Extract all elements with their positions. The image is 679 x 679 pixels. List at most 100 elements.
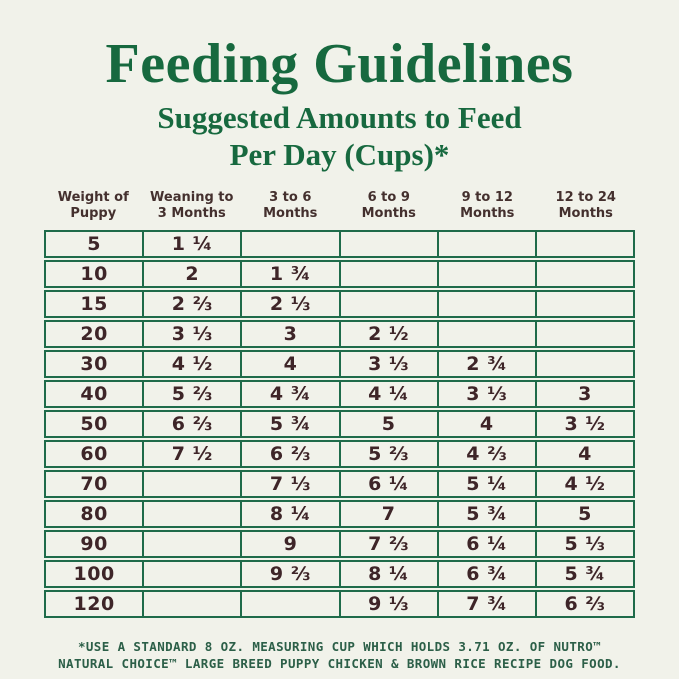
amount-value: 5 ¾ xyxy=(240,412,338,437)
footnote-line-1: *USE A STANDARD 8 OZ. MEASURING CUP WHIC… xyxy=(77,639,602,655)
amount-value: 2 xyxy=(142,262,240,287)
amount-value: 7 ⅓ xyxy=(240,472,338,497)
amount-value xyxy=(534,232,633,257)
column-header: 3 to 6 Months xyxy=(263,190,318,221)
amount-value xyxy=(240,592,338,617)
amount-value: 6 ¾ xyxy=(436,562,535,587)
page-subtitle: Suggested Amounts to Feed Per Day (Cups)… xyxy=(0,100,679,173)
amount-value xyxy=(534,292,633,317)
amount-value xyxy=(142,472,240,497)
amount-value: 7 ½ xyxy=(142,442,240,467)
amount-value: 7 xyxy=(338,502,437,527)
amount-value: 7 ¾ xyxy=(436,592,535,617)
amount-value xyxy=(436,262,535,287)
amount-value xyxy=(534,262,633,287)
table-row: 10 2 1 ¾ xyxy=(44,260,635,289)
amount-value: 2 ⅓ xyxy=(240,292,338,317)
amount-value: 5 ⅔ xyxy=(338,442,437,467)
amount-value: 4 xyxy=(436,412,535,437)
amount-value: 4 xyxy=(534,442,633,467)
amount-value xyxy=(142,532,240,557)
amount-value: 3 xyxy=(240,322,338,347)
weight-value: 15 xyxy=(80,293,108,316)
weight-value: 50 xyxy=(80,413,108,436)
amount-value: 5 ⅓ xyxy=(534,532,633,557)
amount-value: 4 ¾ xyxy=(240,382,338,407)
amount-value: 5 ¼ xyxy=(436,472,535,497)
amount-value: 6 ⅔ xyxy=(142,412,240,437)
column-header: 6 to 9 Months xyxy=(361,190,416,221)
subtitle-line-1: Suggested Amounts to Feed xyxy=(157,100,522,135)
column-header: 9 to 12 Months xyxy=(460,190,515,221)
amount-value: 4 ½ xyxy=(534,472,633,497)
amount-value xyxy=(436,232,535,257)
amount-value: 5 xyxy=(338,412,437,437)
amount-value: 3 ⅓ xyxy=(142,322,240,347)
column-header: 12 to 24 Months xyxy=(555,190,616,221)
feeding-table-section: Weight of Puppy Weaning to 3 Months 3 to 6 Mo… xyxy=(44,190,635,619)
amount-value: 4 xyxy=(240,352,338,377)
amount-value: 6 ⅔ xyxy=(534,592,633,617)
amount-value xyxy=(142,592,240,617)
amount-value: 3 ⅓ xyxy=(338,352,437,377)
amount-value: 3 ½ xyxy=(534,412,633,437)
amount-value: 6 ¼ xyxy=(436,532,535,557)
amount-value: 5 ¾ xyxy=(436,502,535,527)
weight-value: 5 xyxy=(87,233,101,256)
weight-value: 100 xyxy=(73,563,115,586)
amount-value xyxy=(338,292,437,317)
column-header: Weight of Puppy xyxy=(57,190,129,221)
amount-value xyxy=(534,322,633,347)
subtitle-line-2: Per Day (Cups)* xyxy=(229,136,450,172)
amount-value: 4 ⅔ xyxy=(436,442,535,467)
amount-value: 5 xyxy=(534,502,633,527)
page-title: Feeding Guidelines xyxy=(105,33,574,95)
weight-value: 60 xyxy=(80,443,108,466)
amount-value xyxy=(436,322,535,347)
amount-value: 9 ⅓ xyxy=(338,592,437,617)
amount-value xyxy=(534,352,633,377)
amount-value: 4 ¼ xyxy=(338,382,437,407)
amount-value: 7 ⅔ xyxy=(338,532,437,557)
amount-value: 3 xyxy=(534,382,633,407)
amount-value: 5 ¾ xyxy=(534,562,633,587)
amount-value: 1 ¼ xyxy=(142,232,240,257)
amount-value xyxy=(338,262,437,287)
weight-value: 90 xyxy=(80,533,108,556)
amount-value: 9 xyxy=(240,532,338,557)
amount-value: 6 ⅔ xyxy=(240,442,338,467)
amount-value: 4 ½ xyxy=(142,352,240,377)
amount-value: 2 ⅔ xyxy=(142,292,240,317)
amount-value: 8 ¼ xyxy=(240,502,338,527)
table-row: 5 1 ¼ xyxy=(44,230,635,259)
amount-value: 6 ¼ xyxy=(338,472,437,497)
amount-value: 5 ⅔ xyxy=(142,382,240,407)
amount-value: 9 ⅔ xyxy=(240,562,338,587)
amount-value: 2 ½ xyxy=(338,322,437,347)
weight-value: 10 xyxy=(80,263,108,286)
amount-value: 1 ¾ xyxy=(240,262,338,287)
amount-value xyxy=(142,502,240,527)
amount-value xyxy=(142,562,240,587)
weight-value: 40 xyxy=(80,383,108,406)
weight-value: 70 xyxy=(80,473,108,496)
weight-value: 80 xyxy=(80,503,108,526)
weight-value: 30 xyxy=(80,353,108,376)
column-header: Weaning to 3 Months xyxy=(150,190,234,221)
table-header-row: Weight of Puppy Weaning to 3 Months 3 to 6 Mo… xyxy=(44,190,635,221)
footnote-line-2: NATURAL CHOICE™ LARGE BREED PUPPY CHICKE… xyxy=(58,655,621,671)
amount-value xyxy=(338,232,437,257)
amount-value: 3 ⅓ xyxy=(436,382,535,407)
